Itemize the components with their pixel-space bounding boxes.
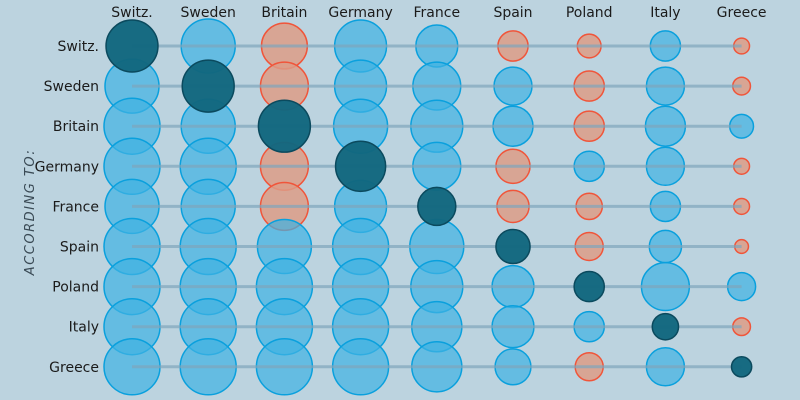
row-lines <box>132 44 742 369</box>
column-label: Germany <box>328 5 392 21</box>
bubble-self <box>730 355 753 378</box>
y-axis-label: ACCORDING TO: <box>23 149 38 276</box>
bubble-self <box>105 19 159 73</box>
bubble-self <box>334 140 387 193</box>
bubble-self <box>417 186 457 227</box>
row-label: Spain <box>60 240 99 256</box>
column-label: Poland <box>566 5 613 21</box>
column-label: Switz. <box>111 5 153 21</box>
row-label: Germany <box>35 159 99 175</box>
row-label: Italy <box>69 320 99 336</box>
column-label: Greece <box>717 5 767 21</box>
row-label: Switz. <box>57 39 99 55</box>
column-label: Spain <box>493 5 532 21</box>
bubble-self <box>495 228 531 265</box>
row-label: Sweden <box>44 79 99 95</box>
bubble-self <box>651 312 680 341</box>
row-label: France <box>52 199 99 215</box>
bubble-self <box>181 59 235 113</box>
row-label: Greece <box>49 360 99 376</box>
bubble-self <box>573 270 606 303</box>
column-label: Sweden <box>181 5 236 21</box>
column-labels: Switz. Sweden Britain Germany France Spain Pol… <box>111 5 766 21</box>
self-bubbles <box>105 19 753 378</box>
row-label: Britain <box>53 119 99 135</box>
row-label: Poland <box>52 280 99 296</box>
row-labels: Switz. Sweden Britain Germany France Spain Pol… <box>35 39 99 376</box>
column-label: Britain <box>261 5 307 21</box>
bubble-self <box>257 99 312 153</box>
column-label: France <box>414 5 461 21</box>
column-label: Italy <box>650 5 680 21</box>
